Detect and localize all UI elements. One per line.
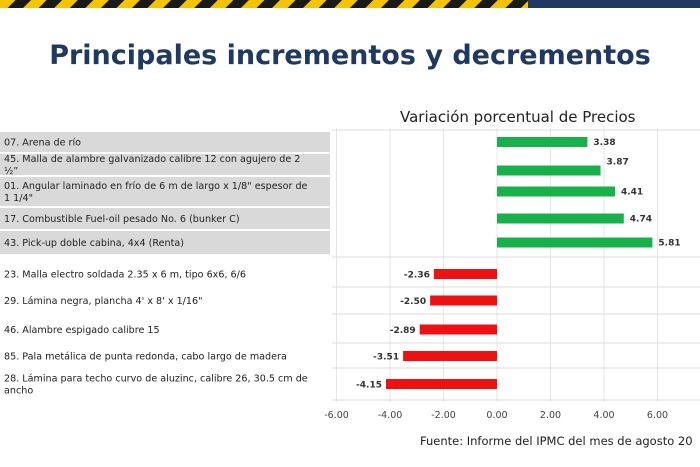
category-label: 17. Combustible Fuel-oil pesado No. 6 (b… xyxy=(4,214,240,225)
x-tick-label: -4.00 xyxy=(378,410,403,421)
category-label: 01. Angular laminado en frío de 6 m de l… xyxy=(4,180,308,204)
value-label: 4.74 xyxy=(630,215,652,225)
label-band xyxy=(0,132,330,152)
category-label: 29. Lámina negra, plancha 4' x 8' x 1/16… xyxy=(4,295,203,307)
value-label: -4.15 xyxy=(356,381,382,391)
label-band xyxy=(0,208,330,229)
value-label: -2.89 xyxy=(390,326,416,336)
category-label: 07. Arena de río xyxy=(4,137,81,149)
bar xyxy=(430,295,497,306)
value-label: -2.36 xyxy=(404,271,430,281)
label-band xyxy=(0,154,330,175)
x-tick-label: 0.00 xyxy=(486,410,507,421)
bar xyxy=(497,137,588,147)
bar xyxy=(497,213,624,224)
bar xyxy=(497,237,653,248)
value-label: 5.81 xyxy=(658,239,680,249)
category-label: 43. Pick-up doble cabina, 4x4 (Renta) xyxy=(4,238,184,249)
x-tick-label: -2.00 xyxy=(431,410,456,421)
category-label: 45. Malla de alambre galvanizado calibre… xyxy=(4,154,300,177)
value-label: 4.41 xyxy=(621,188,643,198)
bar-chart: 07. Arena de río 3.38 45. Malla de alambre… xyxy=(0,128,700,421)
source-note: Fuente: Informe del IPMC del mes de agos… xyxy=(420,434,693,448)
bar xyxy=(385,379,497,389)
value-label: -2.50 xyxy=(400,297,426,307)
bar xyxy=(497,186,615,197)
x-tick-label: -6.00 xyxy=(324,410,349,421)
label-band xyxy=(0,231,330,254)
category-label: 28. Lámina para techo curvo de aluzinc, … xyxy=(4,373,308,397)
category-label: 23. Malla electro soldada 2.35 x 6 m, ti… xyxy=(4,270,246,281)
bar xyxy=(403,351,497,361)
page-title: Principales incrementos y decrementos xyxy=(49,40,651,71)
x-tick-label: 2.00 xyxy=(540,410,561,421)
decorative-top-stripe xyxy=(0,0,700,8)
category-label: 46. Alambre espigado calibre 15 xyxy=(4,325,160,336)
value-label: -3.51 xyxy=(373,353,399,363)
value-label: 3.38 xyxy=(593,138,615,148)
label-band xyxy=(0,177,330,206)
bar xyxy=(497,165,601,176)
bar xyxy=(419,324,497,335)
category-label: 85. Pala metálica de punta redonda, cabo… xyxy=(4,351,287,363)
value-label: 3.87 xyxy=(607,158,629,168)
x-tick-label: 6.00 xyxy=(647,410,668,421)
x-tick-label: 4.00 xyxy=(593,410,614,421)
bar xyxy=(433,269,497,279)
chart-title: Variación porcentual de Precios xyxy=(400,108,636,126)
